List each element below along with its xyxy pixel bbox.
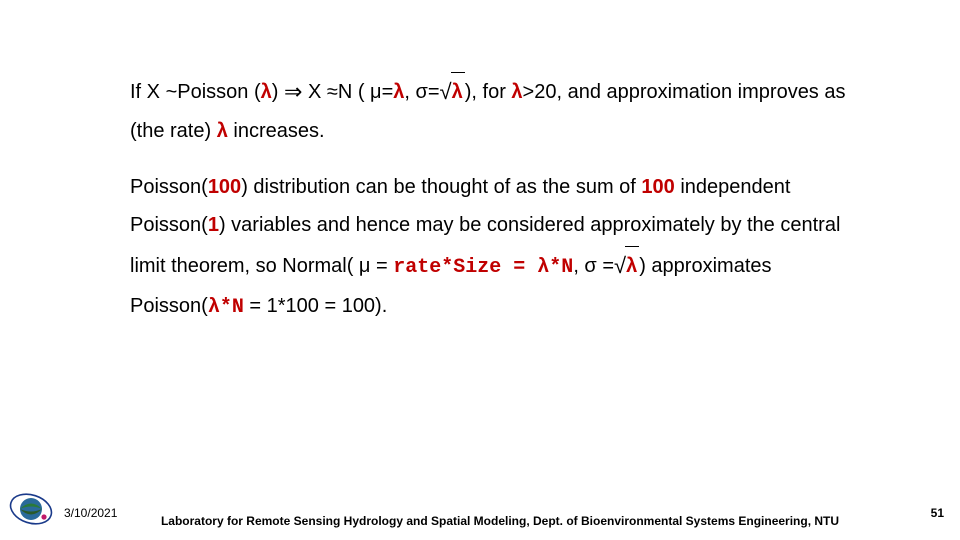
slide-body: If X ~Poisson (λ) ⇒ X ≈N ( μ=λ, σ=√λ), f…	[130, 70, 850, 345]
one: 1	[208, 214, 219, 236]
footer-affiliation: Laboratory for Remote Sensing Hydrology …	[150, 514, 850, 530]
hundred: 100	[641, 176, 674, 198]
hundred: 100	[208, 176, 241, 198]
footer-page-number: 51	[931, 506, 944, 520]
lambda-symbol: λ	[452, 81, 463, 103]
text: ) distribution can be thought of as the …	[241, 176, 641, 198]
text: )	[272, 81, 284, 103]
lambda-n: λ*N	[537, 256, 573, 279]
sqrt-sign: √	[614, 253, 626, 278]
sqrt-radicand: λ	[625, 246, 639, 285]
sqrt-sign: √	[440, 79, 452, 104]
paragraph-1: If X ~Poisson (λ) ⇒ X ≈N ( μ=λ, σ=√λ), f…	[130, 70, 850, 150]
text: ), for	[465, 81, 512, 103]
paragraph-2: Poisson(100) distribution can be thought…	[130, 168, 850, 327]
text: increases.	[228, 120, 325, 142]
text: , σ=	[404, 81, 439, 103]
text: Poisson(	[130, 176, 208, 198]
lab-logo-icon	[8, 486, 54, 532]
lambda-n: λ*N	[208, 296, 244, 319]
text: = 1*100 = 100).	[244, 295, 387, 317]
lambda-symbol: λ	[261, 81, 272, 103]
lambda-symbol: λ	[217, 120, 228, 142]
text: If X ~Poisson (	[130, 81, 261, 103]
lambda-symbol: λ	[393, 81, 404, 103]
sqrt-radicand: λ	[451, 72, 465, 111]
text: X ≈N ( μ=	[302, 81, 393, 103]
lambda-symbol: λ	[511, 81, 522, 103]
text: , σ =	[573, 255, 614, 277]
lambda-symbol: λ	[626, 255, 637, 277]
rate-size-code: rate*Size =	[393, 256, 537, 279]
implies-symbol: ⇒	[284, 79, 302, 104]
slide-footer: 3/10/2021 Laboratory for Remote Sensing …	[0, 488, 960, 534]
footer-date: 3/10/2021	[64, 506, 117, 520]
